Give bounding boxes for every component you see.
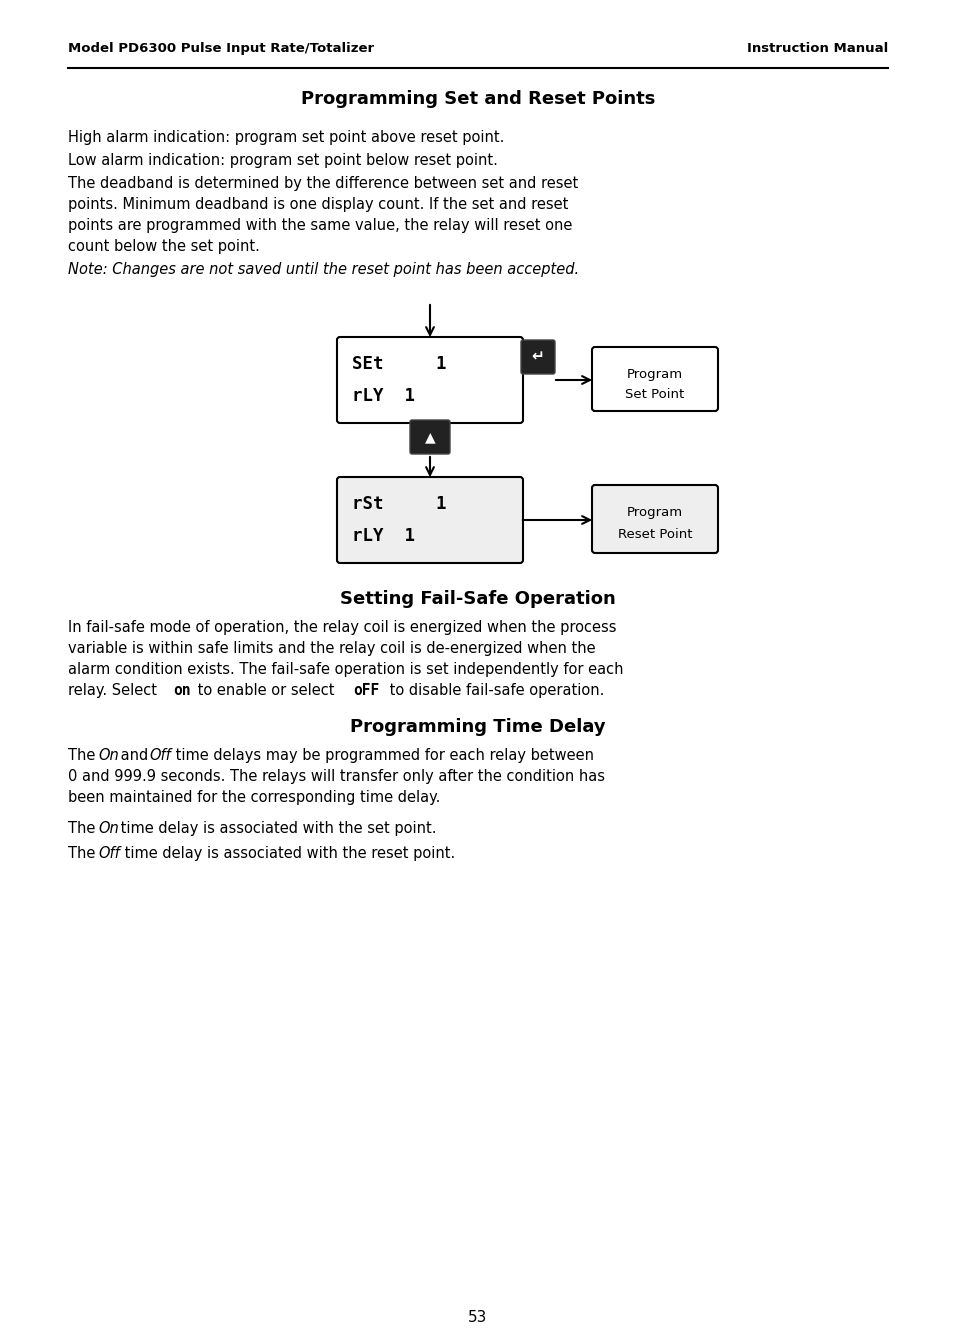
Text: Program: Program — [626, 506, 682, 518]
FancyBboxPatch shape — [336, 337, 522, 424]
Text: alarm condition exists. The fail-safe operation is set independently for each: alarm condition exists. The fail-safe op… — [68, 663, 623, 677]
Text: ▲: ▲ — [424, 430, 435, 444]
Text: to disable fail-safe operation.: to disable fail-safe operation. — [385, 683, 604, 697]
Text: Programming Time Delay: Programming Time Delay — [350, 717, 605, 736]
FancyBboxPatch shape — [592, 347, 718, 411]
Text: Note: Changes are not saved until the reset point has been accepted.: Note: Changes are not saved until the re… — [68, 262, 578, 277]
Text: Low alarm indication: program set point below reset point.: Low alarm indication: program set point … — [68, 154, 497, 168]
Text: time delay is associated with the set point.: time delay is associated with the set po… — [116, 822, 436, 836]
Text: Model PD6300 Pulse Input Rate/Totalizer: Model PD6300 Pulse Input Rate/Totalizer — [68, 41, 374, 55]
Text: Programming Set and Reset Points: Programming Set and Reset Points — [300, 90, 655, 108]
Text: points are programmed with the same value, the relay will reset one: points are programmed with the same valu… — [68, 218, 572, 232]
Text: on: on — [172, 683, 191, 697]
Text: points. Minimum deadband is one display count. If the set and reset: points. Minimum deadband is one display … — [68, 196, 568, 212]
Text: On: On — [98, 822, 118, 836]
Text: On: On — [98, 748, 118, 763]
Text: Setting Fail-Safe Operation: Setting Fail-Safe Operation — [340, 591, 616, 608]
Text: The deadband is determined by the difference between set and reset: The deadband is determined by the differ… — [68, 176, 578, 191]
Text: count below the set point.: count below the set point. — [68, 239, 259, 254]
FancyBboxPatch shape — [592, 485, 718, 553]
Text: The: The — [68, 846, 100, 860]
Text: variable is within safe limits and the relay coil is de-energized when the: variable is within safe limits and the r… — [68, 641, 595, 656]
FancyBboxPatch shape — [520, 339, 555, 374]
Text: Program: Program — [626, 367, 682, 381]
Text: relay. Select: relay. Select — [68, 683, 161, 697]
Text: time delays may be programmed for each relay between: time delays may be programmed for each r… — [171, 748, 594, 763]
Text: High alarm indication: program set point above reset point.: High alarm indication: program set point… — [68, 130, 504, 146]
FancyBboxPatch shape — [336, 477, 522, 562]
Text: The: The — [68, 748, 100, 763]
Text: to enable or select: to enable or select — [193, 683, 338, 697]
Text: rLY  1: rLY 1 — [352, 526, 415, 545]
Text: been maintained for the corresponding time delay.: been maintained for the corresponding ti… — [68, 790, 440, 806]
Text: The: The — [68, 822, 100, 836]
Text: rLY  1: rLY 1 — [352, 387, 415, 405]
Text: Set Point: Set Point — [625, 387, 684, 401]
Text: Instruction Manual: Instruction Manual — [746, 41, 887, 55]
Text: and: and — [116, 748, 152, 763]
Text: Reset Point: Reset Point — [618, 528, 692, 541]
Text: SEt     1: SEt 1 — [352, 355, 446, 373]
Text: rSt     1: rSt 1 — [352, 496, 446, 513]
Text: oFF: oFF — [353, 683, 379, 697]
Text: time delay is associated with the reset point.: time delay is associated with the reset … — [120, 846, 455, 860]
Text: Off: Off — [98, 846, 120, 860]
Text: 53: 53 — [468, 1311, 487, 1325]
Text: ↵: ↵ — [531, 350, 544, 365]
Text: In fail-safe mode of operation, the relay coil is energized when the process: In fail-safe mode of operation, the rela… — [68, 620, 616, 635]
Text: 0 and 999.9 seconds. The relays will transfer only after the condition has: 0 and 999.9 seconds. The relays will tra… — [68, 770, 604, 784]
FancyBboxPatch shape — [410, 420, 450, 454]
Text: Off: Off — [149, 748, 171, 763]
